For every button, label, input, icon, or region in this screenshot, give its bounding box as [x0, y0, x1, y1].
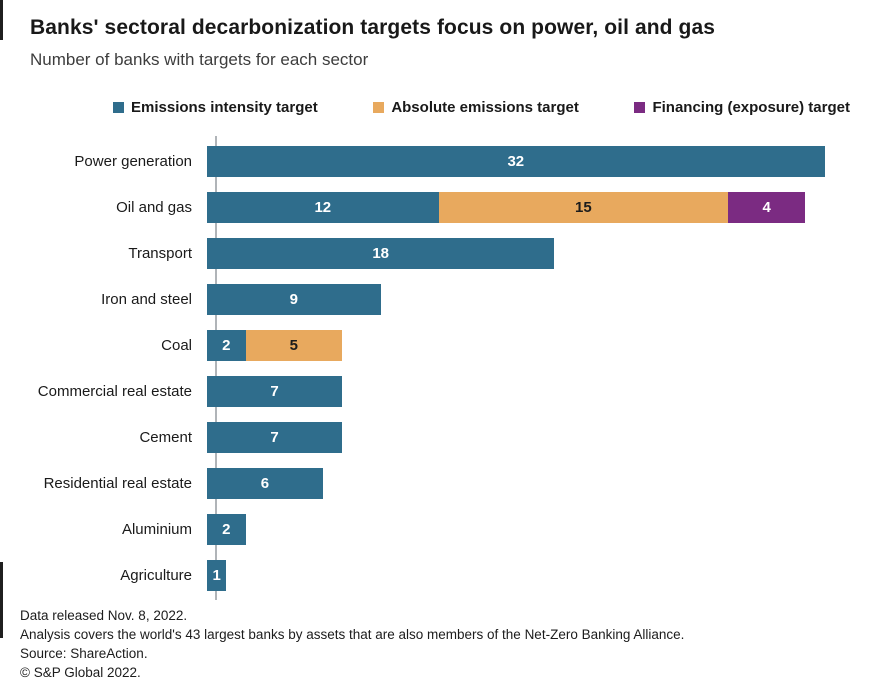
bar-value-label: 7	[270, 382, 279, 400]
y-axis-line	[215, 136, 217, 600]
category-label: Transport	[128, 244, 192, 262]
bar-value-label: 15	[575, 198, 592, 216]
bar-segment: 9	[207, 283, 381, 315]
legend-label: Absolute emissions target	[391, 98, 579, 116]
bar-segment: 2	[207, 513, 246, 545]
bar-value-label: 5	[289, 336, 299, 354]
category-label: Oil and gas	[116, 198, 192, 216]
bar-track: 7	[207, 421, 343, 453]
bar-value-label: 18	[372, 244, 390, 262]
category-label: Coal	[161, 336, 192, 354]
bar-segment: 6	[207, 467, 323, 499]
bar-value-label: 4	[762, 198, 771, 216]
bar-value-label: 12	[314, 198, 332, 216]
bar-value-label: 2	[222, 336, 231, 354]
bar-track: 18	[207, 237, 555, 269]
footnote-data-released: Data released Nov. 8, 2022.	[20, 608, 188, 623]
bar-segment: 12	[207, 191, 439, 223]
bar-segment: 15	[438, 191, 729, 223]
chart-rows: Power generation 32 Oil and gas 12 15 4 Transp…	[0, 138, 878, 598]
page-edge-artifact-top	[0, 0, 3, 40]
bar-segment: 32	[207, 145, 825, 177]
chart-row: Residential real estate 6	[0, 460, 878, 506]
bar-segment: 4	[728, 191, 806, 223]
chart-row: Iron and steel 9	[0, 276, 878, 322]
bar-segment: 1	[207, 559, 227, 591]
footnote-copyright: © S&P Global 2022.	[20, 665, 141, 680]
page-edge-artifact-bottom	[0, 562, 3, 638]
legend-swatch-icon	[373, 101, 385, 113]
chart-row: Power generation 32	[0, 138, 878, 184]
chart-row: Transport 18	[0, 230, 878, 276]
bar-track: 12 15 4	[207, 191, 806, 223]
chart-title: Banks' sectoral decarbonization targets …	[30, 16, 716, 39]
category-label: Residential real estate	[43, 474, 192, 492]
bar-track: 1	[207, 559, 227, 591]
footnote-analysis-scope: Analysis covers the world's 43 largest b…	[20, 627, 685, 642]
chart-row: Commercial real estate 7	[0, 368, 878, 414]
legend-label: Emissions intensity target	[131, 98, 318, 116]
chart-row: Aluminium 2	[0, 506, 878, 552]
footnote-source: Source: ShareAction.	[20, 646, 148, 661]
category-label: Iron and steel	[101, 290, 192, 308]
bar-track: 9	[207, 283, 381, 315]
legend-item: Financing (exposure) target	[634, 99, 850, 116]
legend-swatch-icon	[113, 101, 124, 113]
chart-row: Coal 2 5	[0, 322, 878, 368]
bar-segment: 5	[245, 329, 343, 361]
chart-legend: Emissions intensity target Absolute emiss…	[113, 97, 850, 117]
bar-value-label: 9	[289, 290, 299, 308]
bar-segment: 7	[207, 421, 343, 453]
bar-segment: 18	[207, 237, 555, 269]
chart-row: Oil and gas 12 15 4	[0, 184, 878, 230]
bar-value-label: 7	[270, 428, 279, 446]
category-label: Commercial real estate	[37, 382, 192, 400]
bar-segment: 2	[207, 329, 246, 361]
bar-value-label: 1	[212, 566, 221, 584]
bar-track: 6	[207, 467, 323, 499]
category-label: Agriculture	[120, 566, 192, 584]
chart-row: Cement 7	[0, 414, 878, 460]
bar-value-label: 2	[222, 520, 231, 538]
bar-track: 7	[207, 375, 343, 407]
legend-item: Emissions intensity target	[113, 99, 318, 116]
legend-label: Financing (exposure) target	[652, 98, 850, 116]
chart-footnotes: Data released Nov. 8, 2022. Analysis cov…	[20, 606, 866, 682]
chart-row: Agriculture 1	[0, 552, 878, 598]
category-label: Aluminium	[121, 520, 192, 538]
chart-plot-area: Power generation 32 Oil and gas 12 15 4 Transp…	[0, 136, 878, 600]
bar-segment: 7	[207, 375, 343, 407]
bar-value-label: 6	[260, 474, 270, 492]
category-label: Cement	[139, 428, 192, 446]
chart-subtitle: Number of banks with targets for each se…	[30, 50, 369, 69]
legend-item: Absolute emissions target	[373, 99, 579, 116]
bar-track: 2	[207, 513, 246, 545]
bar-value-label: 32	[507, 152, 525, 170]
legend-swatch-icon	[634, 101, 646, 113]
category-label: Power generation	[74, 152, 192, 170]
bar-track: 32	[207, 145, 825, 177]
